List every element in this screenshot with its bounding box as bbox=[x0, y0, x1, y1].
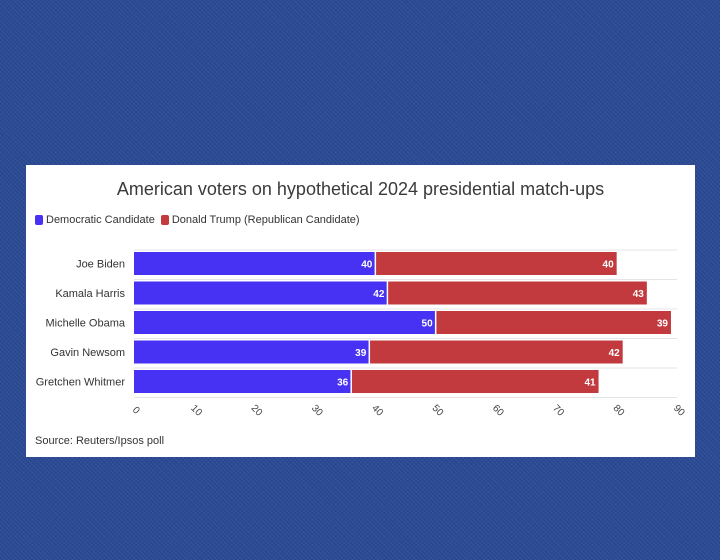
data-label-democratic: 39 bbox=[355, 348, 367, 359]
x-tick-label: 10 bbox=[188, 403, 204, 419]
x-tick-label: 60 bbox=[490, 403, 506, 419]
legend-label-democratic: Democratic Candidate bbox=[46, 214, 155, 226]
legend-label-republican: Donald Trump (Republican Candidate) bbox=[171, 214, 360, 226]
category-label: Kamala Harris bbox=[55, 288, 125, 300]
chart-source: Source: Reuters/Ipsos poll bbox=[35, 435, 165, 447]
data-label-democratic: 36 bbox=[337, 378, 349, 389]
bar-democratic bbox=[134, 370, 352, 393]
data-label-democratic: 40 bbox=[361, 260, 373, 271]
legend-item-republican: Donald Trump (Republican Candidate) bbox=[160, 214, 360, 226]
bar-democratic bbox=[134, 252, 376, 275]
bar-democratic bbox=[134, 340, 370, 364]
data-label-democratic: 42 bbox=[373, 289, 385, 300]
data-label-republican: 40 bbox=[603, 260, 615, 271]
bar-democratic bbox=[134, 281, 388, 305]
category-label: Joe Biden bbox=[76, 259, 125, 271]
x-tick-label: 20 bbox=[249, 403, 265, 419]
bar-chart-plot: Joe Biden 40 40 Kamala Harris 42 43 Michelle O… bbox=[36, 249, 687, 419]
bar-republican bbox=[387, 281, 647, 305]
x-tick-label: 80 bbox=[611, 403, 627, 419]
category-label: Gretchen Whitmer bbox=[36, 377, 126, 389]
legend-swatch-republican bbox=[160, 215, 169, 225]
data-label-republican: 39 bbox=[657, 319, 669, 330]
legend-swatch-democratic bbox=[35, 215, 43, 225]
chart-legend: Democratic Candidate Donald Trump (Repub… bbox=[35, 214, 366, 226]
x-tick-label: 90 bbox=[671, 403, 687, 419]
legend-item-democratic: Democratic Candidate bbox=[35, 214, 155, 226]
data-label-republican: 42 bbox=[609, 348, 621, 359]
data-label-democratic: 50 bbox=[422, 319, 434, 330]
category-label: Gavin Newsom bbox=[50, 347, 125, 359]
category-label: Michelle Obama bbox=[46, 318, 126, 330]
x-tick-label: 0 bbox=[130, 405, 142, 417]
chart-title: American voters on hypothetical 2024 pre… bbox=[116, 179, 605, 199]
x-tick-label: 30 bbox=[309, 403, 325, 419]
x-tick-label: 40 bbox=[369, 403, 385, 419]
bar-republican bbox=[369, 340, 623, 364]
bar-republican bbox=[375, 252, 617, 275]
chart-card: American voters on hypothetical 2024 pre… bbox=[26, 165, 695, 457]
x-tick-label: 70 bbox=[550, 403, 566, 419]
bar-republican bbox=[351, 370, 599, 393]
bar-republican bbox=[435, 311, 671, 334]
data-label-republican: 43 bbox=[633, 289, 645, 300]
bar-democratic bbox=[134, 311, 436, 334]
x-tick-label: 50 bbox=[430, 403, 446, 419]
data-label-republican: 41 bbox=[584, 378, 596, 389]
